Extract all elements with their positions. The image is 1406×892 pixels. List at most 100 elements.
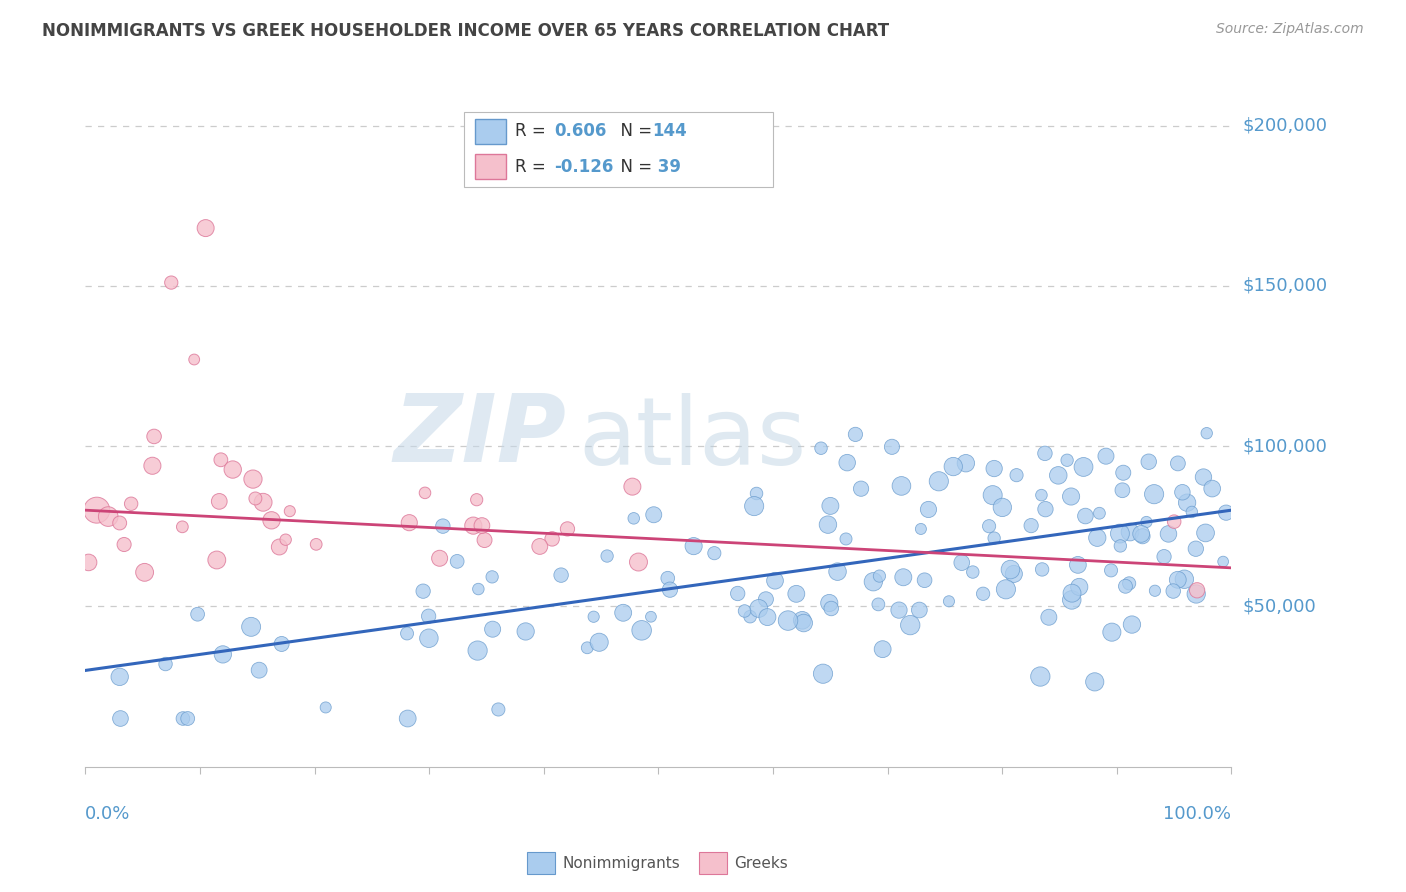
Point bbox=[756, 610, 779, 624]
Point bbox=[1069, 580, 1091, 594]
Point bbox=[582, 609, 605, 624]
Point bbox=[891, 570, 914, 584]
Point bbox=[862, 574, 884, 589]
Point bbox=[1033, 446, 1056, 460]
Text: N =: N = bbox=[610, 122, 658, 140]
Point bbox=[1111, 483, 1133, 498]
Point bbox=[898, 618, 921, 632]
Point bbox=[134, 566, 156, 580]
Point bbox=[917, 502, 939, 516]
Point bbox=[837, 456, 859, 470]
Point bbox=[1109, 539, 1132, 553]
Point bbox=[252, 495, 274, 509]
Point bbox=[1132, 529, 1154, 543]
Point bbox=[908, 603, 931, 617]
Text: $50,000: $50,000 bbox=[1243, 598, 1316, 615]
Point bbox=[1185, 541, 1208, 556]
Point bbox=[1084, 674, 1107, 689]
Point bbox=[1201, 482, 1223, 496]
Point bbox=[463, 518, 485, 533]
Point bbox=[245, 491, 267, 506]
Point bbox=[928, 475, 950, 489]
Text: $200,000: $200,000 bbox=[1243, 117, 1327, 135]
Point bbox=[1060, 490, 1083, 504]
Point bbox=[981, 488, 1004, 502]
Point bbox=[557, 522, 579, 536]
Point bbox=[208, 494, 231, 508]
Point bbox=[1060, 593, 1083, 607]
Point bbox=[120, 497, 142, 511]
Point bbox=[1019, 518, 1042, 533]
Point bbox=[176, 712, 198, 726]
Text: Greeks: Greeks bbox=[734, 856, 787, 871]
Point bbox=[1212, 555, 1234, 569]
Point bbox=[112, 537, 135, 551]
Point bbox=[849, 482, 872, 496]
Point bbox=[240, 620, 263, 634]
Point bbox=[550, 568, 572, 582]
Point bbox=[938, 594, 960, 608]
Text: ZIP: ZIP bbox=[394, 390, 567, 482]
Point bbox=[742, 499, 765, 513]
Point bbox=[658, 582, 681, 597]
Text: R =: R = bbox=[515, 122, 551, 140]
Point bbox=[727, 586, 749, 600]
Point bbox=[612, 606, 634, 620]
Point bbox=[247, 663, 270, 677]
Point bbox=[143, 429, 166, 443]
Point bbox=[1161, 584, 1184, 599]
Point bbox=[844, 427, 866, 442]
Point bbox=[776, 614, 799, 628]
Point bbox=[1143, 487, 1166, 501]
Point bbox=[1143, 583, 1166, 598]
Point bbox=[1194, 525, 1216, 540]
Point bbox=[1029, 669, 1052, 683]
Text: atlas: atlas bbox=[578, 393, 807, 485]
Point bbox=[1085, 531, 1108, 545]
Point bbox=[872, 642, 894, 657]
Point bbox=[811, 666, 834, 681]
Point bbox=[1056, 453, 1078, 467]
Point bbox=[1173, 572, 1195, 586]
Point bbox=[529, 540, 551, 554]
Point bbox=[209, 452, 232, 467]
Point bbox=[418, 609, 440, 624]
Point bbox=[950, 556, 973, 570]
Point bbox=[740, 609, 762, 624]
Point bbox=[1109, 526, 1132, 541]
Text: $100,000: $100,000 bbox=[1243, 437, 1327, 455]
Point bbox=[97, 509, 120, 524]
Point bbox=[703, 546, 725, 560]
Point bbox=[910, 522, 932, 536]
Text: Nonimmigrants: Nonimmigrants bbox=[562, 856, 681, 871]
Point bbox=[890, 479, 912, 493]
Point bbox=[1175, 496, 1198, 510]
Point bbox=[172, 712, 194, 726]
Point bbox=[1167, 573, 1189, 587]
Point bbox=[820, 601, 842, 615]
Point bbox=[1112, 466, 1135, 480]
Point bbox=[810, 441, 832, 455]
Point bbox=[172, 520, 194, 534]
Point bbox=[396, 712, 419, 726]
Point bbox=[187, 607, 209, 622]
Point bbox=[1005, 468, 1028, 483]
Text: 100.0%: 100.0% bbox=[1164, 805, 1232, 823]
Point bbox=[481, 570, 503, 584]
Point bbox=[1153, 549, 1175, 564]
Point bbox=[1119, 524, 1142, 539]
Point bbox=[588, 635, 610, 649]
Point bbox=[141, 458, 163, 473]
Point bbox=[467, 582, 489, 596]
Point bbox=[745, 486, 768, 500]
Point bbox=[108, 516, 131, 530]
Point bbox=[1121, 617, 1143, 632]
Text: R =: R = bbox=[515, 158, 551, 176]
Point bbox=[1181, 505, 1204, 519]
Point bbox=[467, 643, 489, 657]
Point bbox=[1095, 449, 1118, 463]
Point bbox=[1060, 586, 1083, 600]
Point bbox=[1073, 459, 1095, 474]
Point bbox=[576, 640, 599, 655]
Point bbox=[1185, 587, 1208, 601]
